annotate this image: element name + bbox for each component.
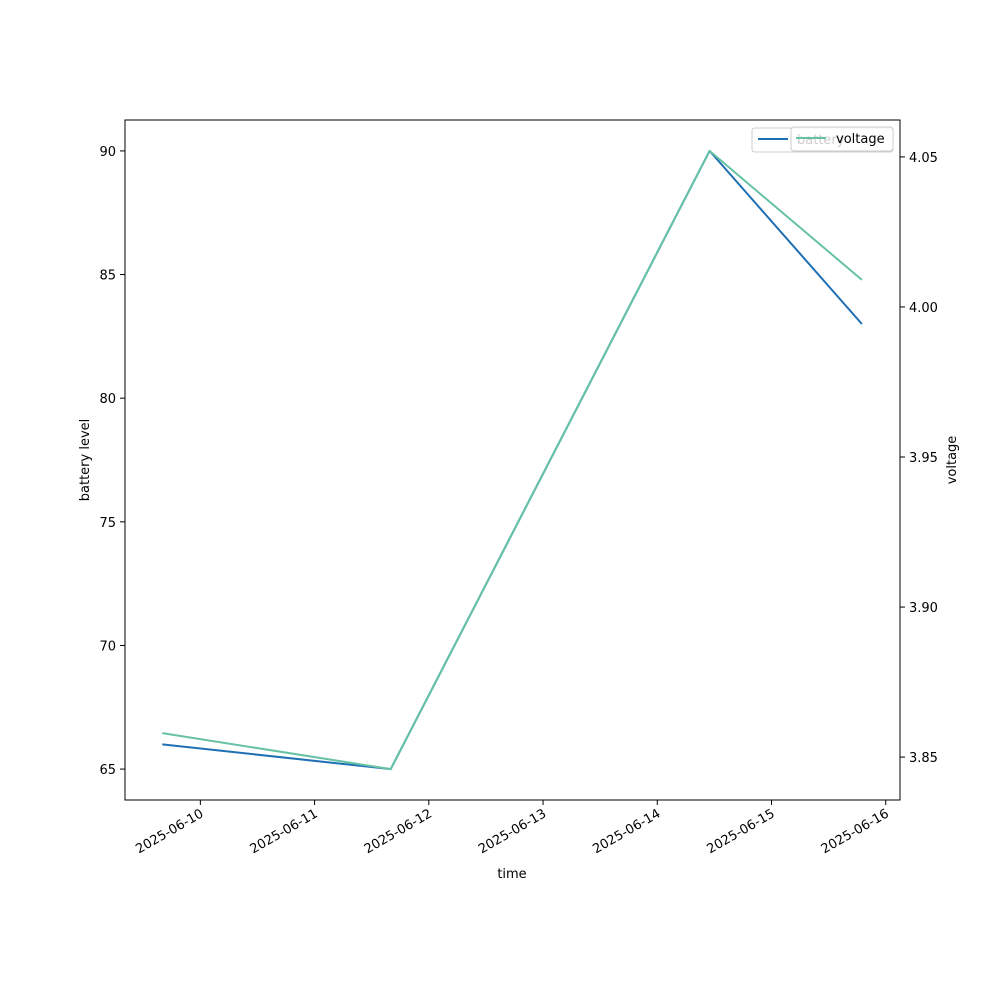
- y-axis-label: battery level: [78, 419, 93, 502]
- y2-tick-label: 4.00: [909, 301, 938, 316]
- y-tick-label: 65: [99, 763, 116, 778]
- x-tick-label: 2025-06-13: [476, 806, 549, 857]
- x-tick-label: 2025-06-16: [819, 806, 892, 857]
- series-line-voltage: [162, 149, 863, 771]
- y-tick-label: 70: [99, 639, 116, 654]
- y-axis-left: 65 70 75 80 85 90: [99, 145, 125, 778]
- legend: batteryvoltage: [751, 126, 894, 153]
- series-line-battery: [162, 149, 863, 771]
- y2-tick-label: 3.85: [909, 751, 938, 766]
- y-tick-label: 85: [99, 269, 116, 284]
- series-layer: [162, 149, 863, 771]
- y2-tick-label: 3.95: [909, 451, 938, 466]
- y-tick-label: 80: [99, 392, 116, 407]
- x-axis: 2025-06-10 2025-06-11 2025-06-12 2025-06-13…: [133, 800, 892, 857]
- legend-box-voltage: [790, 126, 894, 152]
- x-tick-label: 2025-06-10: [133, 806, 206, 857]
- y-axis-right: 3.85 3.90 3.95 4.00 4.05: [900, 151, 938, 766]
- plot-frame: [124, 119, 901, 801]
- legend-label-voltage: voltage: [836, 132, 885, 147]
- y2-axis-label: voltage: [945, 436, 960, 485]
- y-tick-label: 75: [99, 516, 116, 531]
- x-tick-label: 2025-06-12: [362, 806, 435, 857]
- x-tick-label: 2025-06-11: [248, 806, 321, 857]
- y-tick-label: 90: [99, 145, 116, 160]
- y2-tick-label: 3.90: [909, 601, 938, 616]
- x-tick-label: 2025-06-14: [590, 806, 663, 857]
- y2-tick-label: 4.05: [909, 151, 938, 166]
- x-tick-label: 2025-06-15: [705, 806, 778, 857]
- x-axis-label: time: [497, 867, 526, 882]
